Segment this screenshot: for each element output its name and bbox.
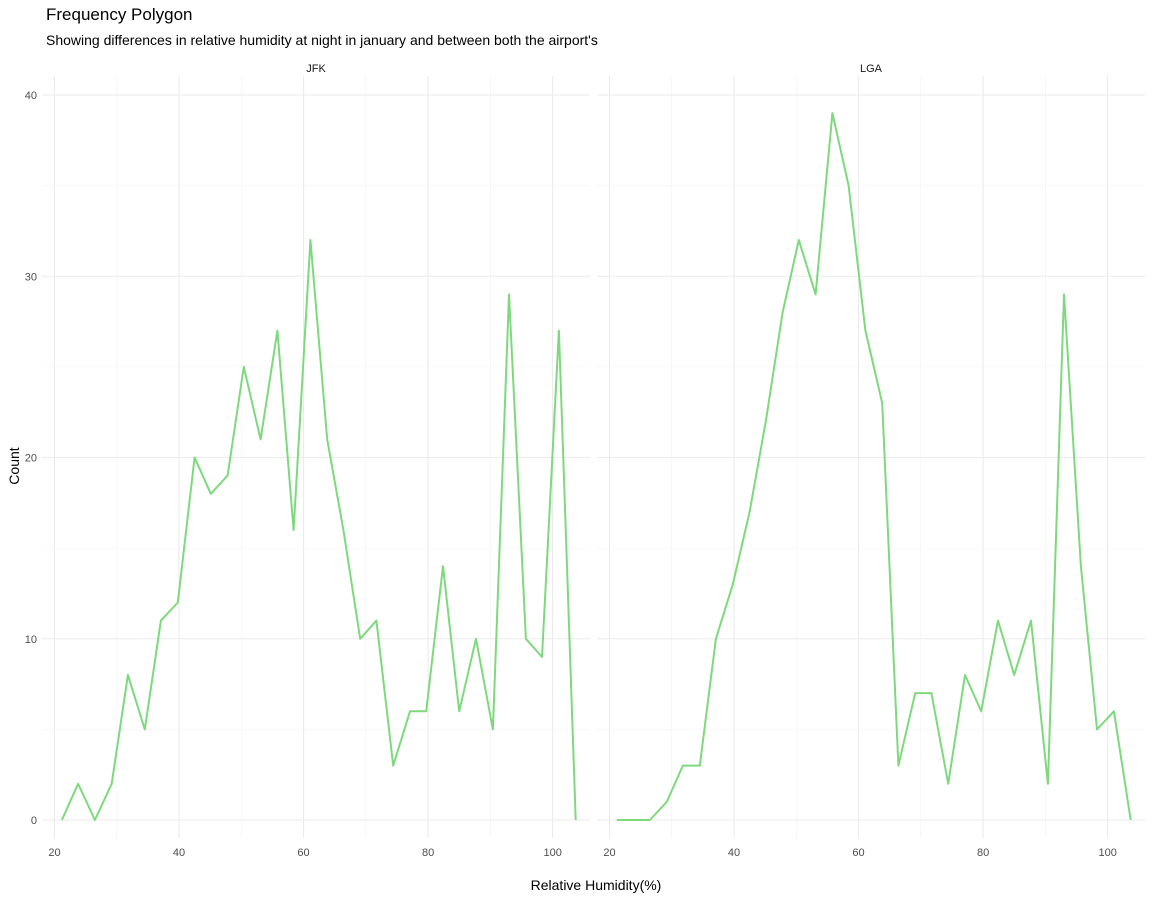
data-point-jfk — [260, 438, 262, 440]
data-point-jfk — [309, 239, 311, 241]
data-point-lga — [1063, 293, 1065, 295]
data-point-lga — [649, 819, 651, 821]
data-point-jfk — [210, 493, 212, 495]
data-point-jfk — [558, 330, 560, 332]
data-point-jfk — [160, 620, 162, 622]
y-axis-title: Count — [6, 447, 22, 484]
chart-subtitle: Showing differences in relative humidity… — [46, 32, 598, 48]
data-point-jfk — [127, 674, 129, 676]
data-point-lga — [1113, 710, 1115, 712]
facet-label-jfk: JFK — [306, 63, 326, 75]
y-tick-label: 30 — [25, 271, 37, 283]
y-tick-label: 10 — [25, 634, 37, 646]
data-point-lga — [732, 583, 734, 585]
x-tick-label: 80 — [422, 847, 434, 859]
x-tick-label: 100 — [1098, 847, 1116, 859]
data-point-lga — [964, 674, 966, 676]
data-point-jfk — [425, 710, 427, 712]
data-point-jfk — [392, 765, 394, 767]
data-point-lga — [881, 402, 883, 404]
data-point-jfk — [458, 710, 460, 712]
data-point-lga — [1096, 728, 1098, 730]
data-point-lga — [632, 819, 634, 821]
data-point-lga — [1130, 819, 1132, 821]
facet-label-lga: LGA — [860, 63, 883, 75]
data-point-lga — [749, 511, 751, 513]
series-line-jfk — [60, 239, 577, 821]
data-point-jfk — [475, 638, 477, 640]
data-point-jfk — [227, 475, 229, 477]
data-point-lga — [914, 692, 916, 694]
data-point-jfk — [359, 638, 361, 640]
data-point-jfk — [442, 565, 444, 567]
x-tick-label: 100 — [543, 847, 561, 859]
data-point-jfk — [541, 656, 543, 658]
data-point-lga — [782, 312, 784, 314]
data-point-lga — [715, 638, 717, 640]
data-point-jfk — [61, 819, 63, 821]
facet-panel-jfk: JFK 20 40 60 80 100 0 10 20 30 40 — [25, 63, 590, 859]
x-tick-label: 60 — [297, 847, 309, 859]
y-tick-label: 40 — [25, 90, 37, 102]
data-point-jfk — [342, 529, 344, 531]
data-point-lga — [1030, 620, 1032, 622]
data-point-lga — [947, 783, 949, 785]
data-point-jfk — [144, 728, 146, 730]
data-point-lga — [1013, 674, 1015, 676]
x-tick-label: 20 — [48, 847, 60, 859]
data-point-lga — [997, 620, 999, 622]
data-point-lga — [699, 765, 701, 767]
data-point-jfk — [276, 330, 278, 332]
data-point-jfk — [492, 728, 494, 730]
x-tick-label: 60 — [852, 847, 864, 859]
data-point-jfk — [111, 783, 113, 785]
x-axis-title: Relative Humidity(%) — [531, 877, 662, 893]
data-point-jfk — [409, 710, 411, 712]
data-point-lga — [666, 801, 668, 803]
facet-panel-lga: LGA 20 40 60 80 100 — [597, 63, 1145, 859]
data-point-lga — [831, 112, 833, 114]
data-point-jfk — [293, 529, 295, 531]
data-point-lga — [798, 239, 800, 241]
data-point-jfk — [77, 783, 79, 785]
data-point-jfk — [194, 457, 196, 459]
x-tick-label: 40 — [728, 847, 740, 859]
data-point-lga — [1047, 783, 1049, 785]
data-point-jfk — [375, 620, 377, 622]
data-point-lga — [616, 819, 618, 821]
data-point-lga — [897, 765, 899, 767]
data-point-lga — [930, 692, 932, 694]
data-point-lga — [682, 765, 684, 767]
data-point-lga — [765, 420, 767, 422]
data-point-jfk — [525, 638, 527, 640]
x-tick-label: 20 — [603, 847, 615, 859]
data-point-jfk — [326, 438, 328, 440]
y-tick-label: 20 — [25, 453, 37, 465]
series-line-lga — [616, 112, 1132, 821]
data-point-jfk — [575, 819, 577, 821]
data-point-jfk — [508, 293, 510, 295]
data-point-lga — [815, 293, 817, 295]
data-point-lga — [980, 710, 982, 712]
data-point-jfk — [94, 819, 96, 821]
x-tick-label: 80 — [977, 847, 989, 859]
chart-title: Frequency Polygon — [46, 5, 193, 24]
data-point-jfk — [243, 366, 245, 368]
data-point-lga — [848, 185, 850, 187]
x-tick-label: 40 — [173, 847, 185, 859]
data-point-jfk — [177, 602, 179, 604]
y-tick-label: 0 — [31, 815, 37, 827]
data-point-lga — [864, 330, 866, 332]
data-point-lga — [1080, 565, 1082, 567]
